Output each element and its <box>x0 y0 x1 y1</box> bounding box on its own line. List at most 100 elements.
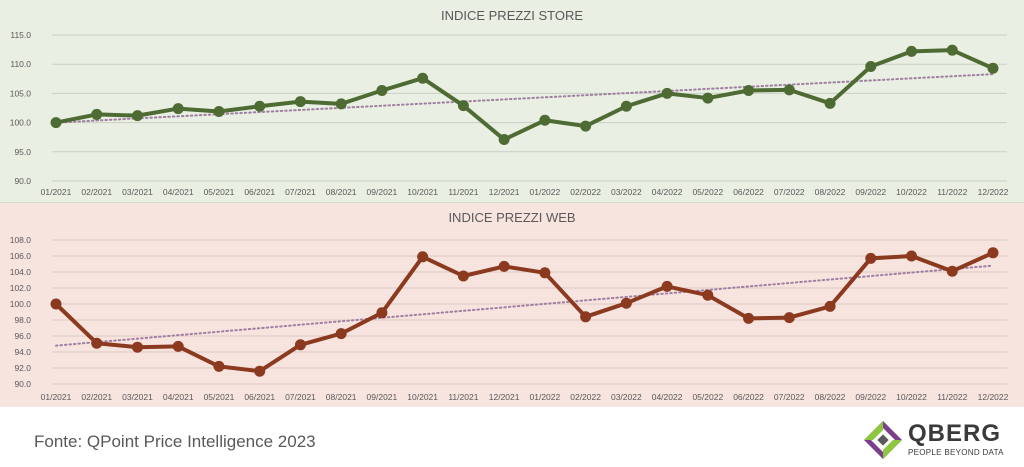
data-point <box>294 339 306 351</box>
x-tick-label: 02/2021 <box>81 392 112 402</box>
data-point <box>213 360 225 372</box>
data-point <box>213 106 225 118</box>
x-tick-label: 04/2022 <box>652 392 683 402</box>
store-price-index-chart: INDICE PREZZI STORE 115.0 110.0 105.0 100.0 9… <box>10 8 1009 197</box>
data-point <box>824 97 836 109</box>
source-caption: Fonte: QPoint Price Intelligence 2023 <box>34 432 316 451</box>
data-point <box>702 289 714 301</box>
x-tick-label: 10/2022 <box>896 392 927 402</box>
x-tick-label: 12/2022 <box>978 187 1009 197</box>
y-tick-label: 96.0 <box>14 331 31 341</box>
data-point <box>743 312 755 324</box>
x-tick-label: 05/2021 <box>204 392 235 402</box>
data-point <box>417 251 429 263</box>
data-point <box>172 103 184 115</box>
x-tick-label: 11/2022 <box>937 187 967 197</box>
x-tick-label: 09/2022 <box>855 187 886 197</box>
data-point <box>457 270 469 282</box>
qberg-logo-mark-icon <box>864 421 902 459</box>
x-tick-label: 07/2022 <box>774 392 805 402</box>
data-point <box>865 252 877 264</box>
data-point <box>906 45 918 57</box>
x-tick-label: 09/2021 <box>367 187 398 197</box>
x-tick-label: 05/2021 <box>204 187 235 197</box>
data-point <box>620 100 632 112</box>
x-tick-label: 05/2022 <box>692 187 723 197</box>
data-point <box>335 328 347 340</box>
chart-title: INDICE PREZZI WEB <box>448 210 575 225</box>
x-tick-label: 06/2022 <box>733 392 764 402</box>
y-tick-label: 105.0 <box>10 88 32 98</box>
trendline <box>55 264 994 347</box>
x-tick-label: 11/2021 <box>448 187 478 197</box>
x-tick-label: 12/2022 <box>978 392 1009 402</box>
data-point <box>783 312 795 324</box>
x-tick-label: 08/2022 <box>815 187 846 197</box>
data-point <box>91 108 103 120</box>
x-tick-label: 10/2021 <box>407 187 438 197</box>
x-tick-label: 01/2021 <box>41 392 72 402</box>
data-point <box>702 92 714 104</box>
x-tick-label: 02/2022 <box>570 392 601 402</box>
x-tick-label: 09/2021 <box>367 392 398 402</box>
y-tick-label: 106.0 <box>10 251 32 261</box>
y-tick-label: 115.0 <box>10 30 31 40</box>
y-tick-label: 110.0 <box>10 59 31 69</box>
qberg-logo: QBERG PEOPLE BEYOND DATA <box>862 418 1012 462</box>
x-tick-label: 02/2021 <box>81 187 112 197</box>
y-tick-label: 90.0 <box>14 176 31 186</box>
data-point <box>865 61 877 73</box>
x-tick-label: 08/2021 <box>326 187 357 197</box>
data-point <box>131 341 143 353</box>
x-tick-label: 09/2022 <box>855 392 886 402</box>
data-point <box>91 337 103 349</box>
x-tick-label: 03/2022 <box>611 392 642 402</box>
x-tick-label: 11/2021 <box>448 392 478 402</box>
y-tick-label: 90.0 <box>14 379 31 389</box>
data-point <box>498 134 510 146</box>
x-tick-label: 06/2021 <box>244 392 275 402</box>
data-point <box>539 114 551 126</box>
x-tick-label: 07/2021 <box>285 392 316 402</box>
x-tick-label: 01/2022 <box>530 392 561 402</box>
y-tick-label: 100.0 <box>10 118 32 128</box>
x-tick-label: 10/2021 <box>407 392 438 402</box>
x-tick-label: 07/2022 <box>774 187 805 197</box>
x-tick-label: 08/2022 <box>815 392 846 402</box>
y-tick-label: 92.0 <box>14 363 31 373</box>
data-point <box>946 265 958 277</box>
x-tick-label: 11/2022 <box>937 392 967 402</box>
x-tick-label: 04/2022 <box>652 187 683 197</box>
trendline <box>55 73 994 124</box>
x-tick-label: 07/2021 <box>285 187 316 197</box>
web-chart-panel: INDICE PREZZI WEB 108.0 106.0 104.0 102.0 100… <box>0 203 1024 407</box>
data-point <box>946 44 958 56</box>
x-tick-label: 05/2022 <box>692 392 723 402</box>
data-point <box>661 87 673 99</box>
x-tick-label: 02/2022 <box>570 187 601 197</box>
data-point <box>580 311 592 323</box>
data-point <box>580 120 592 132</box>
chart-title: INDICE PREZZI STORE <box>441 8 583 23</box>
y-tick-label: 108.0 <box>10 235 32 245</box>
data-point <box>987 62 999 74</box>
data-point <box>417 72 429 84</box>
series-line <box>55 48 994 142</box>
data-point <box>661 280 673 292</box>
x-tick-label: 03/2021 <box>122 187 153 197</box>
x-tick-label: 04/2021 <box>163 187 194 197</box>
x-tick-label: 03/2021 <box>122 392 153 402</box>
data-point <box>824 300 836 312</box>
y-tick-label: 104.0 <box>10 267 32 277</box>
logo-tagline: PEOPLE BEYOND DATA <box>908 448 1004 457</box>
y-tick-label: 95.0 <box>14 147 31 157</box>
y-tick-label: 102.0 <box>10 283 32 293</box>
data-point <box>376 307 388 319</box>
x-tick-label: 10/2022 <box>896 187 927 197</box>
data-point <box>294 96 306 108</box>
data-point <box>131 110 143 122</box>
data-point <box>50 298 62 310</box>
x-tick-label: 12/2021 <box>489 187 520 197</box>
y-tick-label: 100.0 <box>10 299 32 309</box>
x-tick-label: 12/2021 <box>489 392 520 402</box>
